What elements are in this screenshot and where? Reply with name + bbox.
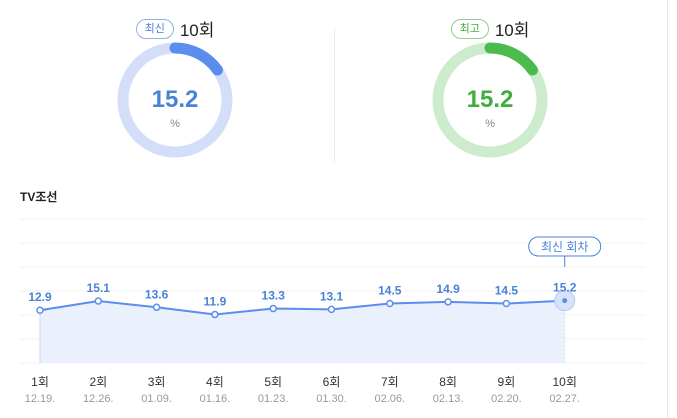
x-tick-date: 01.09. bbox=[141, 393, 172, 405]
latest-ring-arc bbox=[117, 42, 233, 158]
data-label: 14.5 bbox=[495, 284, 519, 298]
data-point-latest bbox=[562, 298, 568, 304]
x-tick-round: 6회 bbox=[323, 375, 341, 389]
ratings-chart: 12.9 15.1 13.6 11.9 13.3 13.1 14.5 14.9 14.5 15.2… bbox=[20, 218, 645, 405]
data-point bbox=[444, 298, 452, 306]
x-tick-round: 2회 bbox=[89, 375, 107, 389]
series-line bbox=[39, 299, 565, 316]
data-point bbox=[327, 305, 336, 314]
data-label: 13.3 bbox=[262, 289, 286, 303]
highest-ring-gauge bbox=[432, 42, 548, 158]
x-tick-date: 02.20. bbox=[491, 393, 522, 405]
data-point bbox=[94, 297, 103, 305]
data-point bbox=[502, 299, 511, 308]
channel-name: TV조선 bbox=[20, 190, 58, 204]
x-tick-date: 12.19. bbox=[25, 393, 56, 405]
data-point bbox=[211, 310, 219, 319]
gauge-divider bbox=[334, 28, 335, 163]
x-tick-date: 02.06. bbox=[375, 393, 406, 405]
data-label: 12.9 bbox=[28, 290, 52, 304]
latest-badge: 최신 bbox=[135, 18, 174, 39]
latest-tag-label: 최신 회차 bbox=[541, 240, 589, 254]
highest-gauge-panel: 최고 10회 15.2 % bbox=[415, 0, 565, 175]
x-tick-date: 01.30. bbox=[316, 393, 347, 405]
data-label: 15.1 bbox=[87, 281, 111, 295]
x-tick-round: 5회 bbox=[264, 375, 282, 389]
data-label: 13.1 bbox=[320, 289, 344, 303]
latest-rating-unit: % bbox=[170, 118, 180, 130]
latest-round-label: 10회 bbox=[179, 21, 215, 40]
highest-badge: 최고 bbox=[450, 18, 489, 39]
latest-tag bbox=[528, 236, 602, 257]
highest-ring-arc bbox=[432, 42, 548, 158]
x-tick-date: 01.16. bbox=[200, 393, 231, 405]
data-label: 15.2 bbox=[553, 281, 577, 295]
x-tick-date: 02.13. bbox=[433, 393, 464, 405]
highest-gauge-header: 최고 10회 bbox=[415, 16, 565, 41]
data-label: 13.6 bbox=[145, 287, 169, 301]
latest-rating-value: 15.2 bbox=[151, 86, 199, 113]
highest-rating-value: 15.2 bbox=[466, 86, 514, 113]
x-tick-date: 01.23. bbox=[258, 393, 289, 405]
highest-rating-unit: % bbox=[485, 118, 495, 130]
highest-round-label: 10회 bbox=[494, 21, 530, 40]
x-tick-date: 12.26. bbox=[83, 393, 114, 405]
data-label: 11.9 bbox=[204, 294, 227, 308]
panel-edge bbox=[667, 0, 668, 418]
data-label: 14.5 bbox=[378, 284, 402, 298]
data-label: 14.9 bbox=[436, 282, 460, 296]
data-point bbox=[152, 303, 161, 312]
latest-ring-gauge bbox=[117, 42, 233, 158]
data-point bbox=[269, 304, 277, 313]
x-tick-round: 9회 bbox=[498, 375, 516, 389]
x-tick-round: 7회 bbox=[381, 375, 399, 389]
series-area bbox=[40, 300, 565, 363]
data-point bbox=[36, 306, 44, 314]
x-tick-date: 02.27. bbox=[549, 393, 580, 405]
latest-gauge-header: 최신 10회 bbox=[100, 16, 250, 41]
x-tick-round: 4회 bbox=[206, 375, 224, 389]
data-point bbox=[386, 299, 394, 308]
x-tick-round: 3회 bbox=[148, 375, 166, 389]
latest-gauge-panel: 최신 10회 15.2 % bbox=[100, 0, 250, 175]
x-tick-round: 1회 bbox=[31, 375, 49, 389]
x-tick-round: 10회 bbox=[553, 375, 577, 389]
x-tick-round: 8회 bbox=[439, 375, 457, 389]
